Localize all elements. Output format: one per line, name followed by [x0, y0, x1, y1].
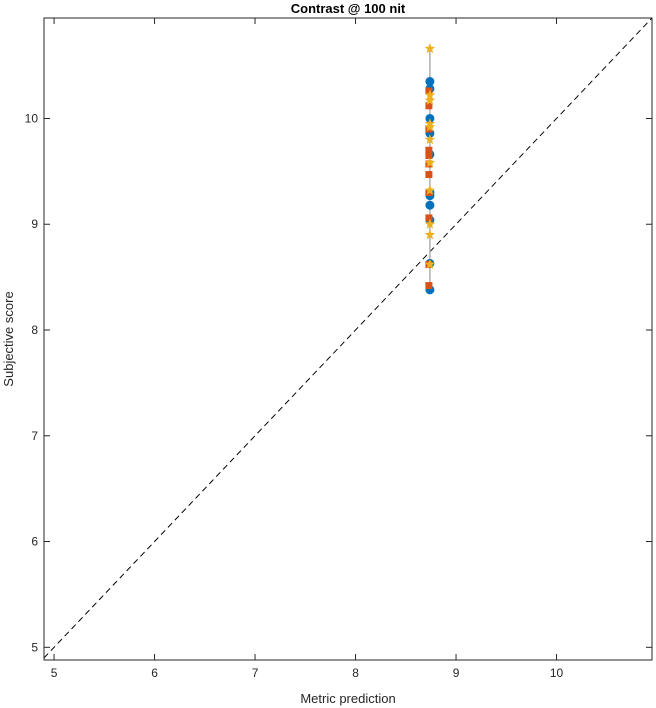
data-point-s1-1: [425, 76, 435, 86]
x-tick-label-10: 10: [550, 666, 564, 680]
y-tick-label-10: 10: [25, 111, 39, 125]
x-tick-label-8: 8: [352, 666, 359, 680]
y-tick-label-6: 6: [31, 535, 38, 549]
data-point-s3-11: [424, 258, 436, 269]
data-point-s2-5: [425, 151, 433, 159]
x-axis-label: Metric prediction: [300, 691, 395, 706]
data-point-s2-7: [425, 171, 433, 179]
data-point-s3-7: [424, 157, 436, 168]
data-point-s1-8: [425, 200, 435, 210]
x-tick-label-9: 9: [453, 666, 460, 680]
data-point-s3-1: [424, 43, 436, 54]
x-tick-label-5: 5: [51, 666, 58, 680]
y-tick-label-7: 7: [31, 429, 38, 443]
y-axis-label: Subjective score: [1, 291, 16, 386]
plot-frame: [43, 17, 653, 661]
data-point-s2-1: [425, 87, 433, 95]
data-point-s2-9: [425, 214, 433, 222]
data-point-s2-11: [425, 282, 433, 290]
data-point-s3-8: [424, 184, 436, 195]
reference-line-layer: [43, 17, 653, 659]
x-tick-label-6: 6: [151, 666, 158, 680]
data-point-s3-10: [424, 229, 436, 240]
x-tick-label-7: 7: [252, 666, 259, 680]
data-point-s3-3: [424, 95, 436, 105]
data-point-s2-4: [425, 146, 433, 154]
data-point-s3-9: [424, 218, 436, 229]
data-point-s3-2: [424, 89, 436, 100]
data-points-layer: [424, 43, 436, 295]
y-tick-label-5: 5: [31, 640, 38, 654]
identity-reference-line: [43, 17, 653, 659]
y-tick-label-9: 9: [31, 217, 38, 231]
ticks-layer: 5 6 7 8 9 10 5 6 7 8 9 10: [25, 18, 652, 680]
data-point-s3-5: [424, 121, 436, 132]
y-tick-label-8: 8: [31, 323, 38, 337]
data-point-s3-6: [424, 134, 436, 145]
data-point-s2-2: [425, 102, 433, 110]
chart-title: Contrast @ 100 nit: [291, 1, 406, 16]
